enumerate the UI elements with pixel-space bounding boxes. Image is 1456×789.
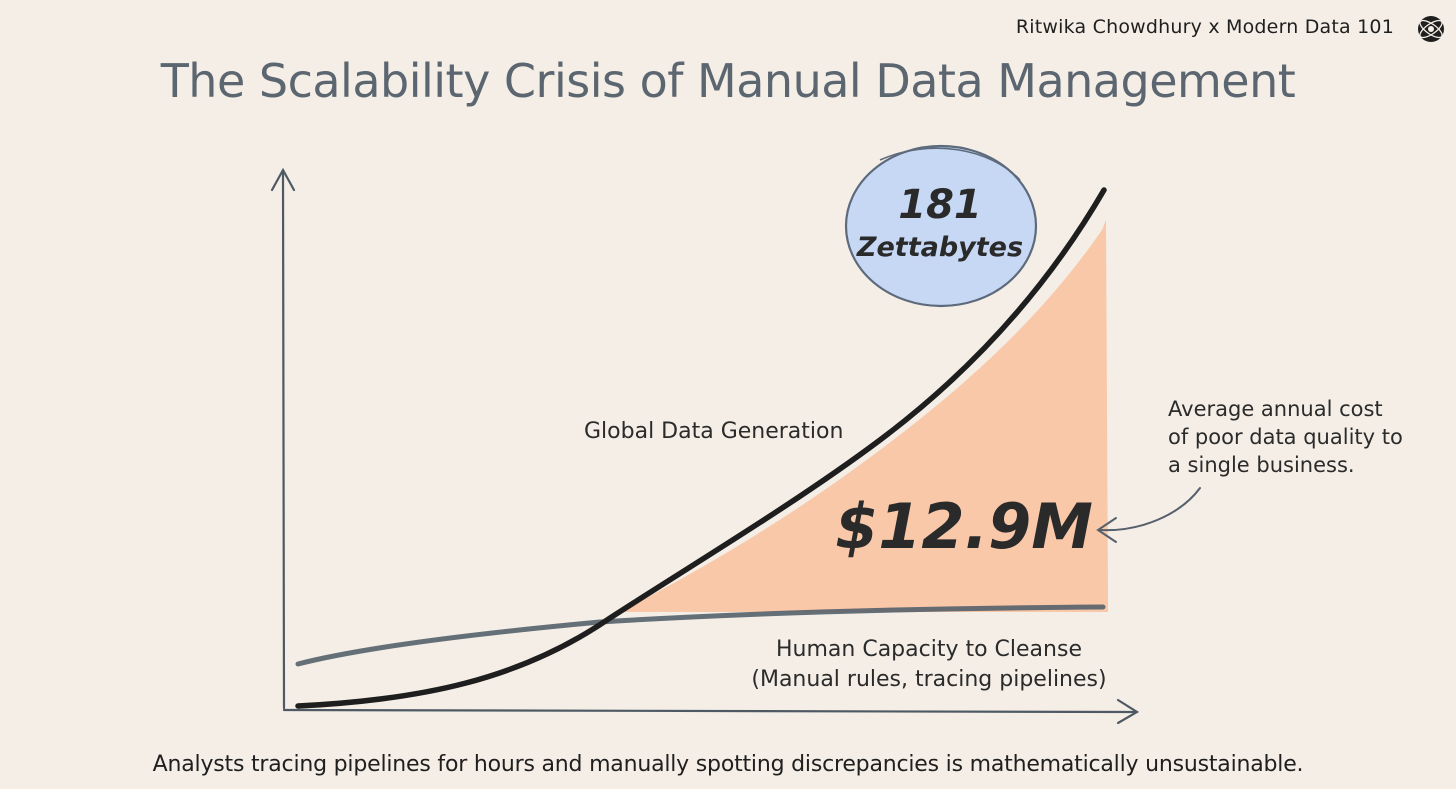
pointer-arrow	[1096, 487, 1201, 543]
credit-text: Ritwika Chowdhury x Modern Data 101	[1015, 16, 1394, 38]
globe-logo-icon	[1418, 16, 1444, 42]
cost-value: $12.9M	[835, 490, 1093, 563]
bubble-number: 181	[898, 182, 982, 228]
curve-label: Global Data Generation	[584, 419, 843, 444]
human-capacity-line	[295, 604, 1106, 667]
cost-note-line-1: Average annual cost	[1168, 397, 1383, 421]
x-axis	[282, 698, 1140, 725]
zettabytes-bubble: 181 Zettabytes	[844, 144, 1038, 308]
capacity-label-line-2: (Manual rules, tracing pipelines)	[751, 667, 1106, 692]
cost-note-line-2: of poor data quality to	[1168, 425, 1403, 449]
page-title: The Scalability Crisis of Manual Data Ma…	[160, 54, 1296, 108]
y-axis	[270, 167, 296, 710]
bubble-unit: Zettabytes	[856, 232, 1023, 263]
footer-caption: Analysts tracing pipelines for hours and…	[152, 752, 1304, 777]
global-data-curve	[295, 187, 1107, 709]
cost-note-line-3: a single business.	[1168, 453, 1355, 477]
capacity-label-line-1: Human Capacity to Cleanse	[776, 637, 1082, 662]
cost-gap-area	[620, 220, 1108, 612]
